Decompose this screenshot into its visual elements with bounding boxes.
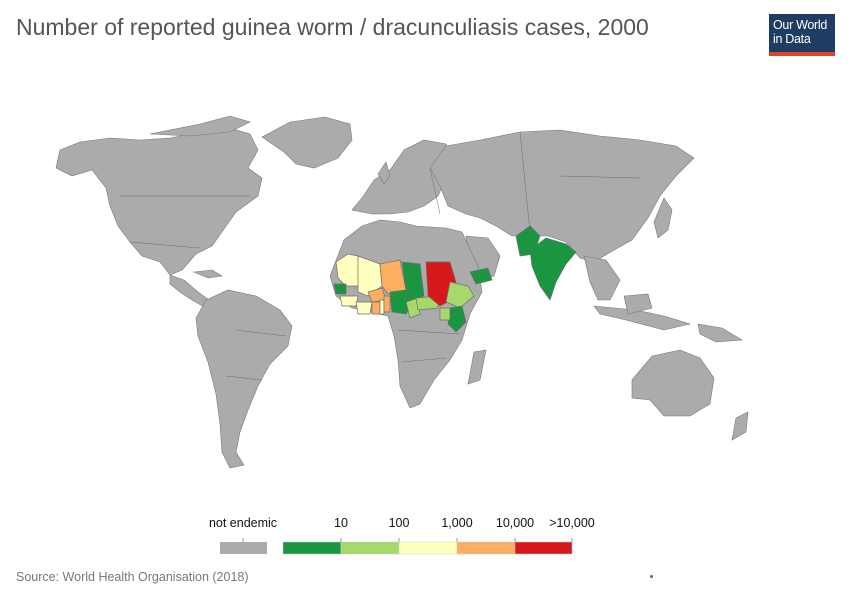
legend-label-10: 10	[334, 516, 348, 530]
new-zealand	[731, 411, 749, 441]
north-america	[55, 127, 263, 276]
papua	[697, 323, 743, 343]
country-kenya[interactable]	[447, 305, 467, 333]
country-ethiopia[interactable]	[445, 281, 475, 309]
country-uganda[interactable]	[439, 307, 451, 321]
asia	[429, 129, 695, 263]
madagascar	[467, 349, 487, 385]
decorative-dot	[650, 575, 653, 578]
country-cote-divoire[interactable]	[355, 301, 373, 315]
legend-label-1000: 1,000	[441, 516, 473, 530]
country-yemen[interactable]	[469, 267, 493, 285]
japan	[653, 197, 673, 239]
legend-label-not-endemic: not endemic	[208, 516, 278, 530]
legend-label-over-10000: >10,000	[549, 516, 595, 530]
greenland	[261, 116, 353, 169]
legend-label-100: 100	[388, 516, 410, 530]
country-togo[interactable]	[379, 299, 385, 315]
legend-swatch-not-endemic	[220, 542, 267, 554]
cuba	[192, 269, 223, 279]
legend	[220, 538, 573, 555]
legend-swatch-100-1000	[398, 541, 458, 555]
arctic-islands	[149, 115, 251, 137]
country-guinea[interactable]	[339, 295, 359, 307]
logo-line-2: in Data	[773, 32, 811, 46]
southeast-asia	[583, 255, 621, 301]
country-benin[interactable]	[383, 295, 391, 313]
source-note[interactable]: Source: World Health Organisation (2018)	[16, 570, 249, 584]
land-masses	[55, 115, 749, 469]
country-senegal[interactable]	[333, 283, 347, 295]
legend-swatch-1-10	[282, 541, 342, 555]
borneo	[623, 293, 653, 315]
endemic-countries	[333, 225, 577, 333]
australia	[631, 349, 715, 417]
country-india[interactable]	[529, 237, 577, 301]
country-ghana[interactable]	[371, 301, 381, 315]
legend-swatch-1000-10000	[456, 541, 516, 555]
legend-swatch-over-10000	[514, 541, 573, 555]
chart-title: Number of reported guinea worm / dracunc…	[16, 14, 649, 40]
owid-logo[interactable]: Our World in Data	[769, 14, 835, 56]
south-america	[195, 289, 293, 469]
uk	[377, 161, 391, 185]
legend-label-10000: 10,000	[495, 516, 535, 530]
legend-swatch-10-100	[340, 541, 400, 555]
logo-accent-bar	[769, 52, 835, 56]
country-boundaries	[120, 131, 641, 381]
logo-line-1: Our World	[773, 18, 828, 32]
